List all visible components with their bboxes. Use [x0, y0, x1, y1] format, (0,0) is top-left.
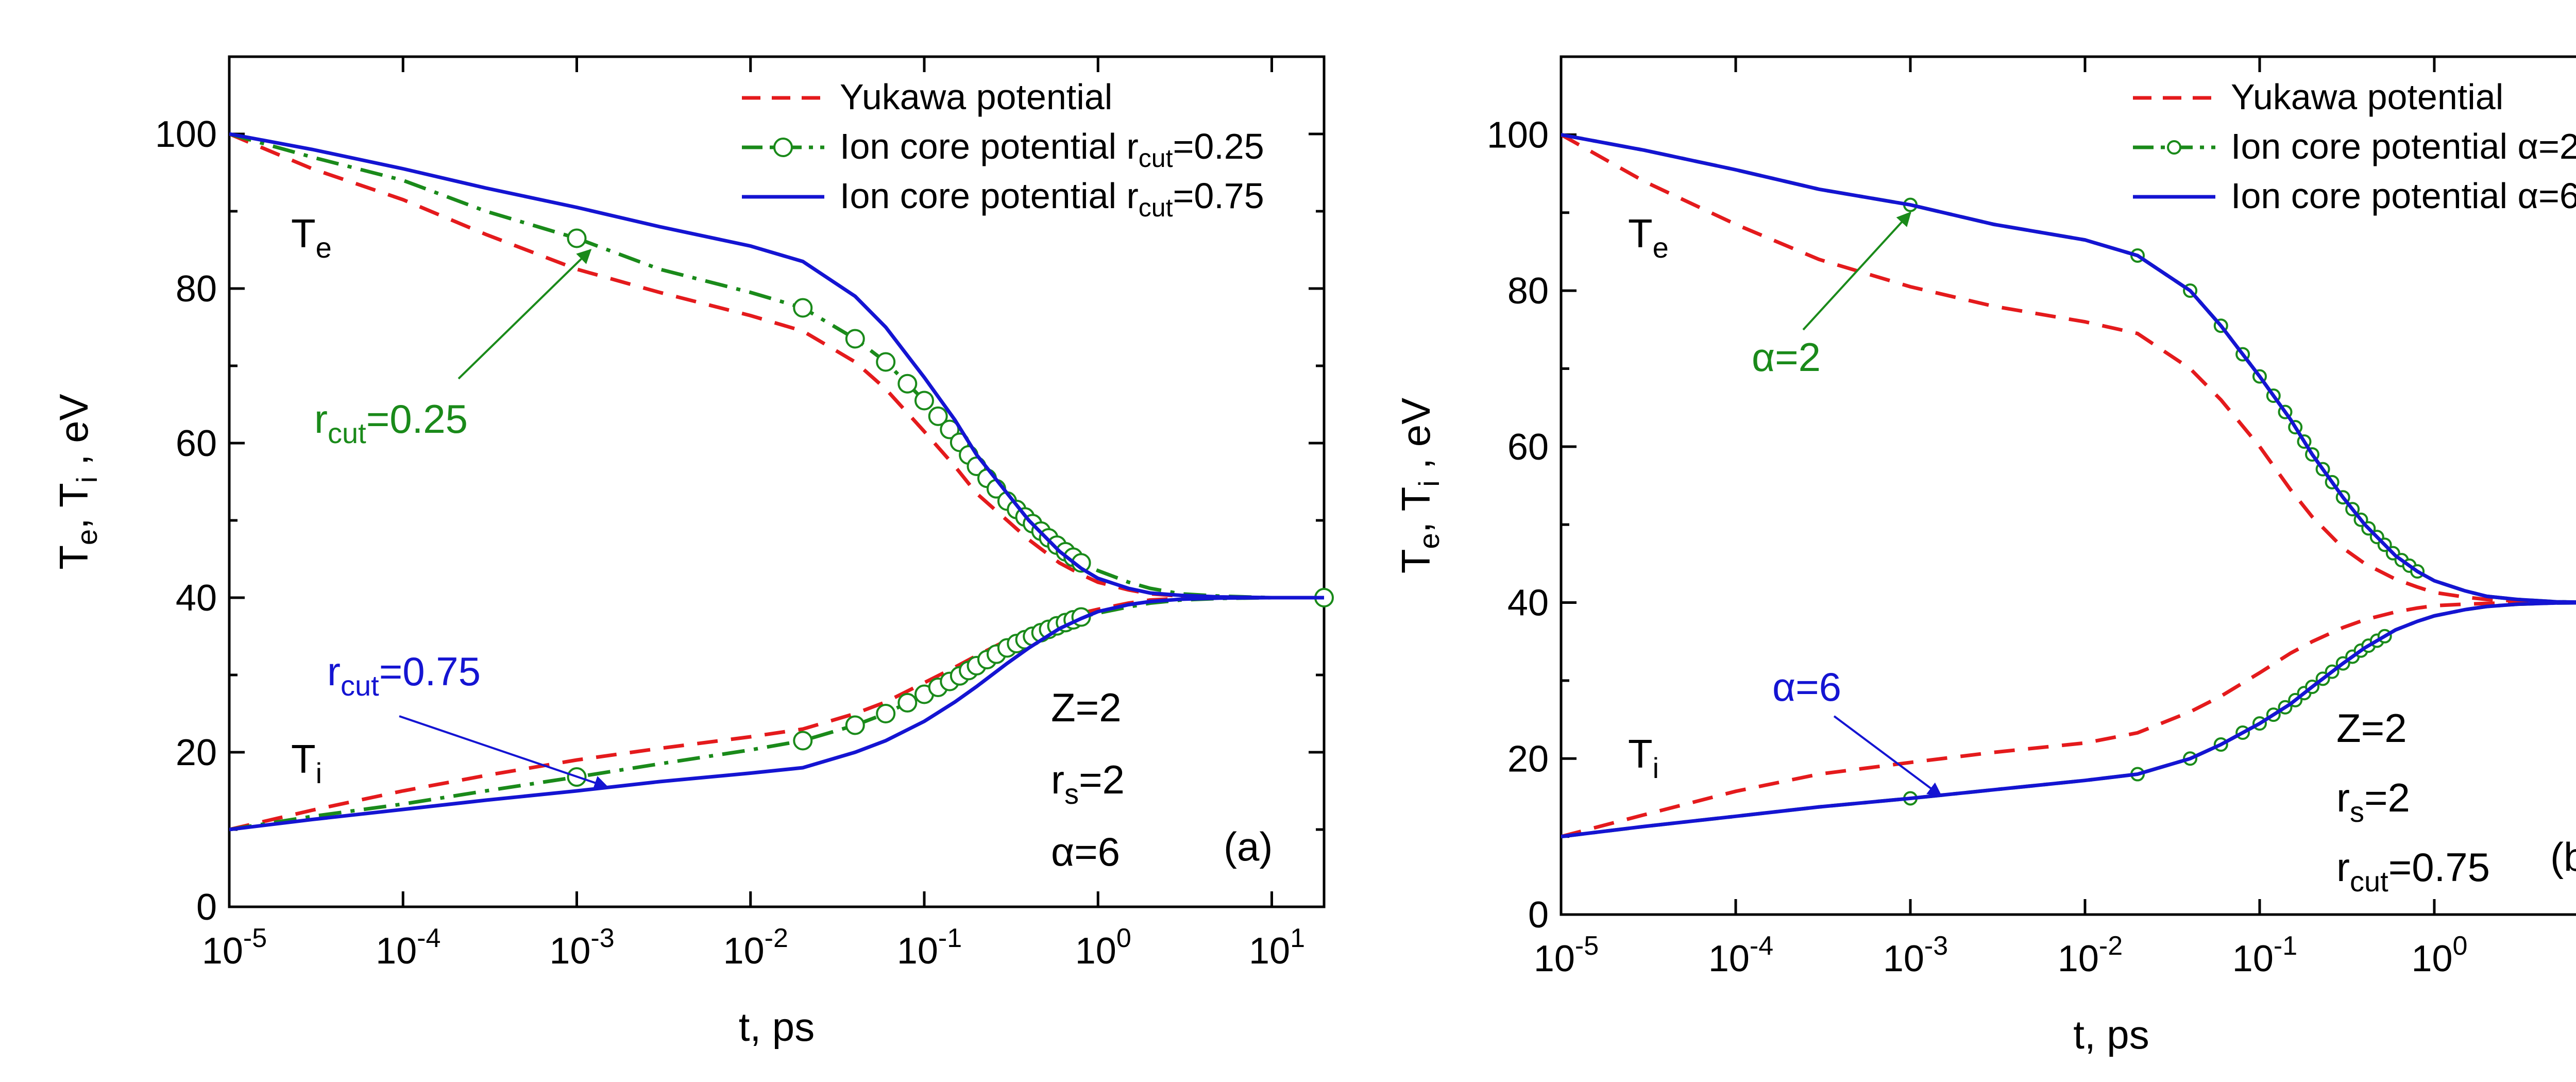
series-line-core_large-ti [229, 596, 1324, 832]
annotation-0: Te [291, 211, 332, 264]
legend-marker [2167, 140, 2181, 155]
y-tick-label: 0 [1528, 894, 1549, 936]
y-tick-label: 40 [176, 578, 217, 619]
annotation-2: rcut=0.25 [314, 396, 468, 449]
y-tick-label: 20 [1507, 738, 1549, 780]
annotation-arrow [399, 715, 609, 790]
annotation-6: rcut=0.75 [2336, 844, 2490, 898]
panel-label: (b) [2550, 834, 2576, 880]
legend-marker [773, 138, 793, 157]
y-tick-label: 60 [176, 423, 217, 464]
data-point-te [567, 228, 587, 248]
y-tick-label: 0 [196, 887, 217, 928]
x-axis-title: t, ps [739, 1004, 815, 1050]
x-tick-label: 10-3 [1883, 931, 1948, 979]
data-point-te [793, 298, 813, 318]
plot-frame [228, 55, 1326, 908]
legend: Yukawa potential Ion core potential rcut=… [742, 77, 1264, 222]
chart-panel-a: 0 20 40 60 80 100 10-5 10-4 10-3 10-2 10-1 100 101 t,… [51, 55, 1334, 1050]
y-tick-label: 60 [1507, 427, 1549, 468]
annotation-3: rcut=0.75 [327, 649, 481, 702]
x-tick-label: 101 [1249, 923, 1305, 972]
annotation-6: α=6 [1051, 829, 1120, 874]
x-tick-label: 10-2 [723, 923, 788, 972]
data-point-te [897, 374, 918, 394]
legend: Yukawa potential Ion core potential α=2 Io… [2133, 77, 2576, 216]
x-tick-label: 10-5 [202, 923, 267, 972]
data-point-te [876, 352, 896, 372]
chart-panel-b: 02040608010010-510-410-310-210-1100101t,… [1393, 55, 2576, 1057]
y-tick-label: 100 [155, 114, 217, 155]
series-line-yukawa-ti [229, 596, 1324, 832]
series-line-yukawa-ti [1561, 601, 2576, 838]
x-tick-label: 10-2 [2058, 931, 2123, 979]
legend-label-core_large: Ion core potential rcut=0.75 [840, 176, 1264, 222]
series-line-alpha6-ti [1561, 601, 2576, 839]
data-point-ti [876, 704, 896, 723]
annotation-4: Z=2 [1051, 685, 1122, 730]
series-line-alpha6-te [1561, 132, 2576, 604]
x-tick-label: 10-4 [1708, 931, 1773, 979]
data-point-ti [845, 715, 865, 735]
data-point-te [940, 419, 960, 439]
annotation-4: Z=2 [2336, 705, 2407, 751]
x-tick-label: 10-3 [549, 923, 614, 972]
legend-label-yukawa: Yukawa potential [840, 77, 1112, 117]
y-tick-label: 20 [176, 732, 217, 773]
y-tick-label: 40 [1507, 583, 1549, 624]
data-point-ti [793, 731, 813, 751]
series-line-core_small-ti [229, 596, 1324, 832]
annotation-arrow [457, 249, 592, 380]
data-point-te [928, 406, 948, 426]
series-line-core_large-te [229, 132, 1324, 600]
y-axis-title: Te, Ti , eV [51, 394, 103, 569]
annotation-1: Ti [291, 736, 322, 789]
annotation-2: α=2 [1752, 334, 1821, 380]
x-tick-label: 10-1 [897, 923, 962, 972]
annotation-1: Ti [1628, 731, 1659, 784]
annotation-5: rs=2 [1051, 757, 1125, 810]
annotation-arrow [1833, 715, 1942, 797]
plot-frame [1560, 55, 2576, 916]
annotation-0: Te [1628, 211, 1669, 264]
y-tick-label: 80 [1507, 270, 1549, 312]
data-point-te [914, 391, 934, 411]
annotation-3: α=6 [1772, 664, 1841, 709]
y-tick-label: 80 [176, 268, 217, 310]
x-tick-label: 10-5 [1534, 931, 1599, 979]
x-tick-label: 10-1 [2232, 931, 2297, 979]
legend-label-alpha2: Ion core potential α=2 [2231, 126, 2576, 166]
x-tick-label: 100 [2411, 931, 2467, 979]
annotation-arrow [1802, 211, 1911, 331]
x-tick-label: 100 [1075, 923, 1131, 972]
x-axis-title: t, ps [2073, 1012, 2149, 1057]
series-line-yukawa-te [1561, 133, 2576, 604]
legend-label-core_small: Ion core potential rcut=0.25 [840, 126, 1264, 173]
legend-label-yukawa: Yukawa potential [2231, 77, 2503, 117]
y-axis-title: Te, Ti , eV [1393, 398, 1445, 573]
x-tick-label: 10-4 [376, 923, 440, 972]
data-point-te [845, 329, 865, 349]
panel-label: (a) [1224, 824, 1273, 869]
data-point-ti [897, 692, 918, 713]
legend-label-alpha6: Ion core potential α=6 [2231, 176, 2576, 216]
series-line-alpha2-ti [1561, 601, 2576, 839]
annotation-5: rs=2 [2336, 775, 2410, 828]
y-tick-label: 100 [1487, 114, 1549, 156]
